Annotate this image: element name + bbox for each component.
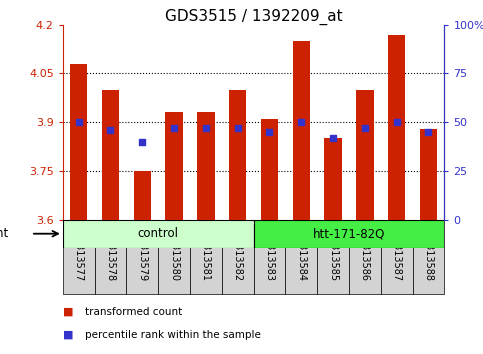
Bar	[158, 219, 190, 293]
Point	[75, 119, 83, 125]
Bar	[63, 219, 95, 293]
Point	[361, 125, 369, 131]
Bar	[63, 219, 254, 248]
Bar	[102, 90, 119, 219]
Text: ■: ■	[63, 330, 73, 339]
Bar	[229, 90, 246, 219]
Text: control: control	[138, 227, 179, 240]
Point	[425, 129, 432, 135]
Point	[139, 139, 146, 144]
Bar	[317, 219, 349, 293]
Title: GDS3515 / 1392209_at: GDS3515 / 1392209_at	[165, 8, 342, 25]
Bar	[133, 171, 151, 219]
Bar	[254, 219, 444, 248]
Text: ■: ■	[63, 307, 73, 316]
Text: agent: agent	[0, 227, 9, 240]
Bar	[388, 35, 405, 219]
Point	[266, 129, 273, 135]
Text: transformed count: transformed count	[85, 307, 182, 316]
Point	[107, 127, 114, 133]
Bar	[190, 219, 222, 293]
Bar	[381, 219, 412, 293]
Point	[298, 119, 305, 125]
Bar	[95, 219, 127, 293]
Bar	[197, 113, 214, 219]
Bar	[293, 41, 310, 219]
Bar	[285, 219, 317, 293]
Bar	[165, 113, 183, 219]
Bar	[356, 90, 374, 219]
Point	[170, 125, 178, 131]
Bar	[70, 64, 87, 219]
Bar	[254, 219, 285, 293]
Bar	[261, 119, 278, 219]
Bar	[349, 219, 381, 293]
Point	[329, 135, 337, 141]
Bar	[127, 219, 158, 293]
Point	[393, 119, 400, 125]
Bar	[420, 129, 437, 219]
Text: percentile rank within the sample: percentile rank within the sample	[85, 330, 260, 339]
Bar	[222, 219, 254, 293]
Point	[234, 125, 242, 131]
Text: htt-171-82Q: htt-171-82Q	[313, 227, 385, 240]
Bar	[324, 138, 342, 219]
Point	[202, 125, 210, 131]
Bar	[412, 219, 444, 293]
